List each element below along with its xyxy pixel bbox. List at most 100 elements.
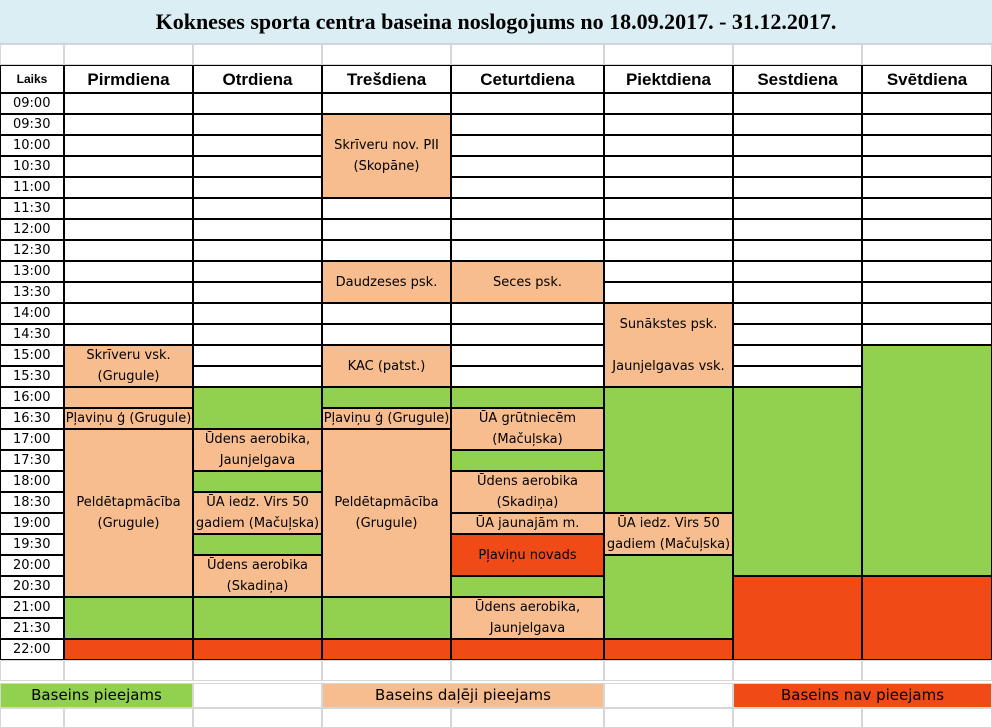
schedule-cell-empty[interactable] [451, 366, 604, 387]
schedule-block-thu[interactable] [451, 450, 604, 471]
schedule-cell-empty[interactable] [733, 156, 862, 177]
schedule-cell-empty[interactable] [193, 240, 322, 261]
schedule-block-thu[interactable]: Seces psk. [451, 261, 604, 303]
schedule-cell-empty[interactable] [64, 177, 193, 198]
schedule-cell-empty[interactable] [451, 345, 604, 366]
schedule-cell-empty[interactable] [64, 135, 193, 156]
schedule-cell-empty[interactable] [604, 135, 733, 156]
schedule-cell-empty[interactable] [193, 219, 322, 240]
schedule-block-wed[interactable]: KAC (patst.) [322, 345, 451, 387]
schedule-cell-empty[interactable] [862, 156, 992, 177]
schedule-cell-empty[interactable] [862, 324, 992, 345]
schedule-cell-empty[interactable] [862, 135, 992, 156]
schedule-cell-empty[interactable] [193, 114, 322, 135]
schedule-cell-empty[interactable] [322, 240, 451, 261]
schedule-block-sun[interactable] [862, 345, 992, 576]
schedule-block-sun[interactable] [862, 576, 992, 660]
schedule-block-fri[interactable] [604, 639, 733, 660]
schedule-block-mon[interactable]: Peldētapmācība (Grugule) [64, 429, 193, 597]
schedule-block-tue[interactable]: ŪA iedz. Virs 50 gadiem (Mačuļska) [193, 492, 322, 534]
schedule-block-wed[interactable] [322, 387, 451, 408]
schedule-cell-empty[interactable] [604, 282, 733, 303]
schedule-cell-empty[interactable] [604, 261, 733, 282]
schedule-block-tue[interactable] [193, 534, 322, 555]
schedule-cell-empty[interactable] [604, 93, 733, 114]
schedule-cell-empty[interactable] [604, 240, 733, 261]
schedule-cell-empty[interactable] [733, 135, 862, 156]
schedule-cell-empty[interactable] [451, 135, 604, 156]
schedule-cell-empty[interactable] [64, 114, 193, 135]
schedule-cell-empty[interactable] [862, 303, 992, 324]
schedule-cell-empty[interactable] [604, 156, 733, 177]
schedule-cell-empty[interactable] [733, 240, 862, 261]
schedule-block-tue[interactable]: Ūdens aerobika, Jaunjelgava [193, 429, 322, 471]
schedule-cell-empty[interactable] [193, 177, 322, 198]
schedule-cell-empty[interactable] [64, 303, 193, 324]
schedule-cell-empty[interactable] [733, 282, 862, 303]
schedule-cell-empty[interactable] [604, 114, 733, 135]
schedule-cell-empty[interactable] [862, 198, 992, 219]
schedule-cell-empty[interactable] [862, 177, 992, 198]
schedule-cell-empty[interactable] [64, 93, 193, 114]
schedule-block-sat[interactable] [733, 576, 862, 660]
schedule-cell-empty[interactable] [733, 177, 862, 198]
schedule-cell-empty[interactable] [733, 324, 862, 345]
schedule-cell-empty[interactable] [451, 177, 604, 198]
schedule-cell-empty[interactable] [451, 219, 604, 240]
schedule-cell-empty[interactable] [322, 93, 451, 114]
schedule-block-thu[interactable]: Ūdens aerobika, Jaunjelgava [451, 597, 604, 639]
schedule-cell-empty[interactable] [64, 198, 193, 219]
schedule-cell-empty[interactable] [64, 240, 193, 261]
schedule-cell-empty[interactable] [193, 135, 322, 156]
schedule-cell-empty[interactable] [322, 303, 451, 324]
schedule-cell-empty[interactable] [193, 261, 322, 282]
schedule-block-wed[interactable]: Pļaviņu ģ (Grugule) [322, 408, 451, 429]
schedule-cell-empty[interactable] [193, 156, 322, 177]
schedule-cell-empty[interactable] [733, 198, 862, 219]
schedule-cell-empty[interactable] [451, 240, 604, 261]
schedule-cell-empty[interactable] [733, 345, 862, 366]
schedule-cell-empty[interactable] [64, 261, 193, 282]
schedule-block-fri[interactable]: Sunākstes psk. Jaunjelgavas vsk. [604, 303, 733, 387]
schedule-block-mon[interactable] [64, 387, 193, 408]
schedule-cell-empty[interactable] [604, 198, 733, 219]
schedule-cell-empty[interactable] [193, 93, 322, 114]
schedule-block-thu[interactable] [451, 639, 604, 660]
schedule-cell-empty[interactable] [862, 114, 992, 135]
schedule-block-sat[interactable] [733, 387, 862, 576]
schedule-cell-empty[interactable] [451, 156, 604, 177]
schedule-block-thu[interactable]: Pļaviņu novads [451, 534, 604, 576]
schedule-cell-empty[interactable] [322, 198, 451, 219]
schedule-cell-empty[interactable] [862, 93, 992, 114]
schedule-cell-empty[interactable] [733, 261, 862, 282]
schedule-block-fri[interactable]: ŪA iedz. Virs 50 gadiem (Mačuļska) [604, 513, 733, 555]
schedule-cell-empty[interactable] [451, 303, 604, 324]
schedule-cell-empty[interactable] [451, 324, 604, 345]
schedule-cell-empty[interactable] [193, 345, 322, 366]
schedule-block-fri[interactable] [604, 555, 733, 639]
schedule-cell-empty[interactable] [193, 198, 322, 219]
schedule-cell-empty[interactable] [193, 366, 322, 387]
schedule-cell-empty[interactable] [451, 114, 604, 135]
schedule-block-mon[interactable] [64, 639, 193, 660]
schedule-cell-empty[interactable] [604, 219, 733, 240]
schedule-cell-empty[interactable] [733, 93, 862, 114]
schedule-cell-empty[interactable] [862, 261, 992, 282]
schedule-cell-empty[interactable] [862, 219, 992, 240]
schedule-block-wed[interactable] [322, 639, 451, 660]
schedule-block-wed[interactable] [322, 597, 451, 639]
schedule-cell-empty[interactable] [193, 282, 322, 303]
schedule-block-tue[interactable] [193, 639, 322, 660]
schedule-cell-empty[interactable] [733, 303, 862, 324]
schedule-block-tue[interactable]: Ūdens aerobika (Skadiņa) [193, 555, 322, 597]
schedule-cell-empty[interactable] [862, 282, 992, 303]
schedule-block-wed[interactable]: Peldētapmācība (Grugule) [322, 429, 451, 597]
schedule-block-thu[interactable] [451, 576, 604, 597]
schedule-cell-empty[interactable] [322, 219, 451, 240]
schedule-block-mon[interactable]: Pļaviņu ģ (Grugule) [64, 408, 193, 429]
schedule-cell-empty[interactable] [733, 114, 862, 135]
schedule-cell-empty[interactable] [451, 93, 604, 114]
schedule-block-mon[interactable]: Skrīveru vsk. (Grugule) [64, 345, 193, 387]
schedule-cell-empty[interactable] [322, 324, 451, 345]
schedule-block-thu[interactable]: Ūdens aerobika (Skadiņa) [451, 471, 604, 513]
